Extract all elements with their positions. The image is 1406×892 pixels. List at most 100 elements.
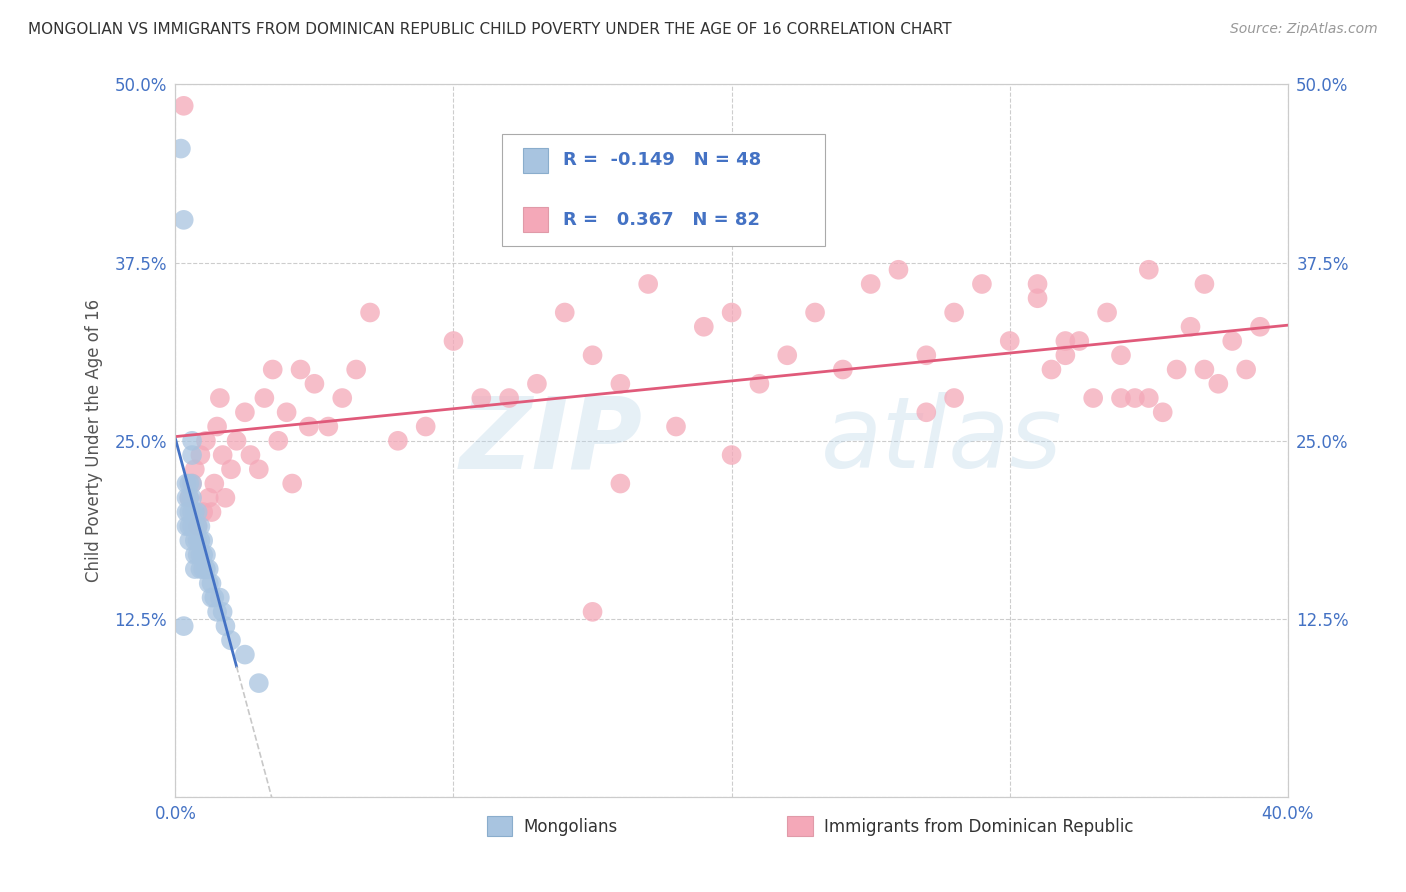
Point bbox=[776, 348, 799, 362]
Point bbox=[190, 548, 212, 562]
Text: R =  -0.149   N = 48: R = -0.149 N = 48 bbox=[562, 151, 761, 169]
Point bbox=[1234, 362, 1257, 376]
Point bbox=[748, 376, 770, 391]
Point bbox=[181, 448, 204, 462]
Point bbox=[247, 462, 270, 476]
Point bbox=[184, 562, 207, 576]
Text: Mongolians: Mongolians bbox=[523, 818, 617, 836]
Point bbox=[233, 405, 256, 419]
Point bbox=[193, 548, 215, 562]
Point bbox=[184, 519, 207, 533]
Point bbox=[1109, 348, 1132, 362]
Point bbox=[181, 476, 204, 491]
Point bbox=[197, 491, 219, 505]
Point bbox=[831, 362, 853, 376]
Point bbox=[202, 476, 225, 491]
Point bbox=[415, 419, 437, 434]
Point bbox=[181, 519, 204, 533]
Point bbox=[219, 633, 242, 648]
Point bbox=[1069, 334, 1091, 348]
Point bbox=[304, 376, 326, 391]
Point bbox=[205, 419, 228, 434]
Point bbox=[387, 434, 409, 448]
Point bbox=[298, 419, 321, 434]
Point bbox=[176, 505, 198, 519]
Point bbox=[943, 391, 966, 405]
Text: ZIP: ZIP bbox=[460, 392, 643, 490]
Point bbox=[184, 548, 207, 562]
Point bbox=[190, 533, 212, 548]
Text: Immigrants from Dominican Republic: Immigrants from Dominican Republic bbox=[824, 818, 1133, 836]
Point bbox=[637, 277, 659, 291]
Point bbox=[276, 405, 298, 419]
Point bbox=[253, 391, 276, 405]
Point bbox=[1040, 362, 1063, 376]
Point bbox=[1095, 305, 1118, 319]
Point bbox=[281, 476, 304, 491]
Point bbox=[194, 562, 217, 576]
Point bbox=[193, 533, 215, 548]
Point bbox=[181, 505, 204, 519]
Point bbox=[1208, 376, 1230, 391]
Point bbox=[211, 605, 233, 619]
Point bbox=[176, 519, 198, 533]
Point bbox=[318, 419, 340, 434]
Point bbox=[359, 305, 381, 319]
Point bbox=[239, 448, 262, 462]
Point bbox=[197, 576, 219, 591]
Point bbox=[214, 491, 236, 505]
Point bbox=[170, 142, 193, 156]
Point bbox=[720, 448, 742, 462]
Point bbox=[173, 619, 195, 633]
Point bbox=[498, 391, 520, 405]
Point bbox=[859, 277, 882, 291]
Point bbox=[197, 562, 219, 576]
Point bbox=[219, 462, 242, 476]
Point bbox=[943, 305, 966, 319]
Point bbox=[443, 334, 465, 348]
Point bbox=[194, 434, 217, 448]
Point bbox=[267, 434, 290, 448]
Point bbox=[1083, 391, 1105, 405]
Point bbox=[194, 548, 217, 562]
Point bbox=[200, 505, 222, 519]
Point bbox=[720, 305, 742, 319]
Point bbox=[179, 491, 201, 505]
Point bbox=[173, 212, 195, 227]
Point bbox=[184, 505, 207, 519]
Point bbox=[179, 491, 201, 505]
Point bbox=[1054, 348, 1077, 362]
Point bbox=[202, 591, 225, 605]
Point bbox=[887, 262, 910, 277]
Point bbox=[187, 519, 209, 533]
Point bbox=[693, 319, 716, 334]
Point bbox=[1137, 391, 1160, 405]
Point bbox=[214, 619, 236, 633]
Point bbox=[184, 462, 207, 476]
Point bbox=[970, 277, 993, 291]
Point bbox=[581, 348, 603, 362]
Point bbox=[609, 476, 631, 491]
Point bbox=[193, 562, 215, 576]
Point bbox=[1137, 262, 1160, 277]
Point bbox=[554, 305, 576, 319]
Point bbox=[526, 376, 548, 391]
Text: atlas: atlas bbox=[821, 392, 1063, 490]
Point bbox=[181, 476, 204, 491]
Point bbox=[1026, 291, 1049, 305]
Text: MONGOLIAN VS IMMIGRANTS FROM DOMINICAN REPUBLIC CHILD POVERTY UNDER THE AGE OF 1: MONGOLIAN VS IMMIGRANTS FROM DOMINICAN R… bbox=[28, 22, 952, 37]
Point bbox=[225, 434, 247, 448]
Point bbox=[190, 562, 212, 576]
Point bbox=[233, 648, 256, 662]
Point bbox=[190, 519, 212, 533]
Point bbox=[187, 548, 209, 562]
Point bbox=[804, 305, 827, 319]
Point bbox=[1194, 277, 1216, 291]
Point bbox=[176, 491, 198, 505]
Y-axis label: Child Poverty Under the Age of 16: Child Poverty Under the Age of 16 bbox=[86, 299, 103, 582]
Text: Source: ZipAtlas.com: Source: ZipAtlas.com bbox=[1230, 22, 1378, 37]
Point bbox=[1123, 391, 1146, 405]
Point bbox=[330, 391, 353, 405]
Point bbox=[1152, 405, 1174, 419]
Point bbox=[173, 99, 195, 113]
